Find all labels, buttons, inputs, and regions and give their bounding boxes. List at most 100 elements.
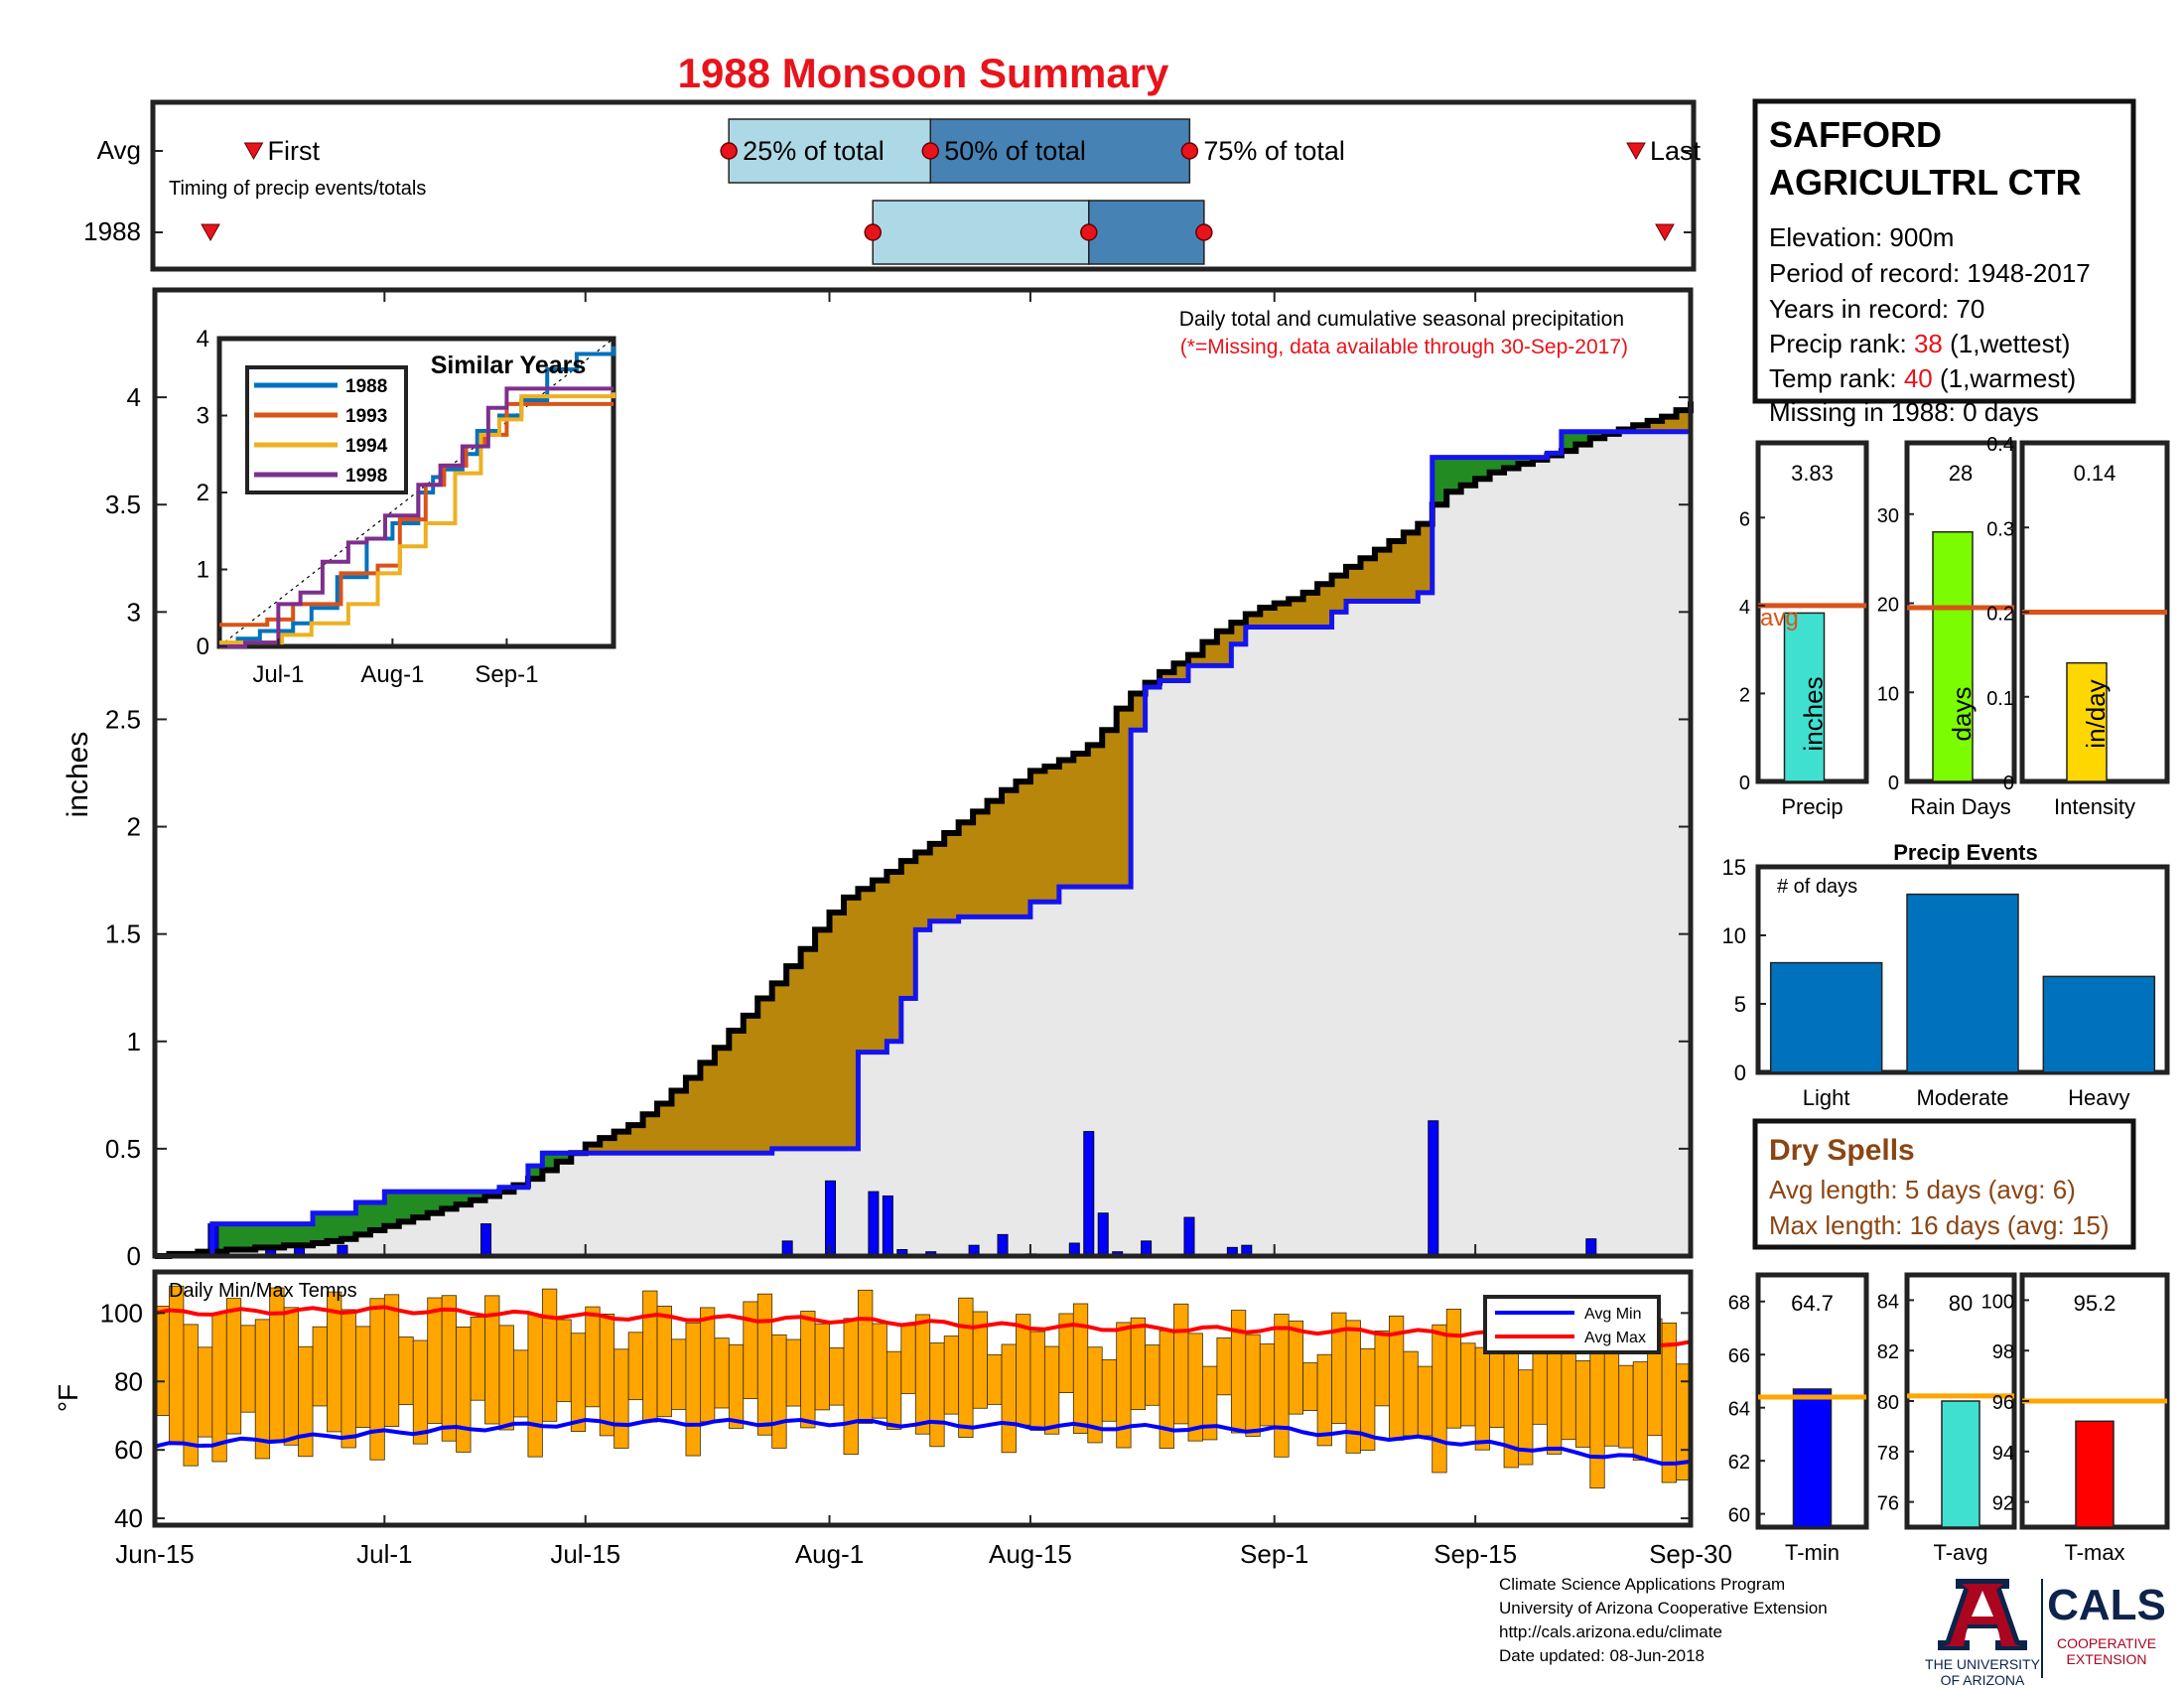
- inset-legend-label: 1993: [345, 406, 387, 427]
- temps-label: Daily Min/Max Temps: [169, 1280, 357, 1302]
- base-fill: [456, 1204, 472, 1256]
- daily-temp-bar: [1474, 1346, 1490, 1451]
- summary-y-tick-label: 0.3: [1986, 518, 2014, 540]
- base-fill: [929, 920, 945, 1256]
- station-temp-rank: Temp rank: 40 (1,warmest): [1769, 363, 2076, 393]
- base-fill: [1202, 665, 1218, 1256]
- base-fill: [240, 1249, 256, 1256]
- diff-fill: [757, 998, 773, 1154]
- summary-y-tick-label: 0.4: [1986, 434, 2014, 456]
- cals-logo-sub-2: EXTENSION: [2067, 1651, 2147, 1667]
- base-fill: [714, 1153, 730, 1256]
- daily-temp-bar: [470, 1317, 485, 1401]
- dry-spells-title: Dry Spells: [1769, 1134, 1915, 1167]
- timing-panel: Avg 1988 Timing of precip events/totals 25%…: [83, 99, 1702, 272]
- x-tick-label: Aug-15: [989, 1539, 1072, 1569]
- base-fill: [944, 920, 960, 1256]
- base-fill: [1633, 431, 1649, 1256]
- events-y-label: # of days: [1777, 876, 1857, 898]
- inset-legend-label: 1994: [345, 436, 388, 457]
- diff-fill: [1187, 654, 1204, 666]
- y-tick-label: 3.5: [105, 490, 141, 519]
- daily-temp-bar: [1432, 1324, 1447, 1474]
- diff-fill: [1116, 708, 1132, 888]
- year-pct-marker-2: [1080, 223, 1098, 241]
- base-fill: [987, 916, 1003, 1256]
- daily-temp-bar: [771, 1334, 787, 1449]
- base-fill: [1475, 479, 1491, 1257]
- temp-y-tick-label: 92: [1992, 1493, 2014, 1515]
- daily-precip-bar: [1183, 1216, 1195, 1257]
- diff-fill: [600, 1138, 615, 1154]
- inset-y-tick-label: 3: [197, 403, 209, 430]
- diff-fill: [269, 1223, 285, 1248]
- daily-temp-bar: [1043, 1345, 1060, 1435]
- base-fill: [1274, 627, 1290, 1256]
- station-precip-rank: Precip rank: 38 (1,wettest): [1769, 329, 2070, 358]
- x-tick-label: Sep-15: [1433, 1539, 1517, 1569]
- base-fill: [1116, 887, 1132, 1256]
- base-fill: [685, 1153, 702, 1256]
- base-fill: [800, 1148, 816, 1256]
- base-fill: [255, 1247, 271, 1256]
- base-fill: [413, 1217, 429, 1256]
- diff-fill: [1662, 416, 1678, 432]
- events-y-tick-label: 5: [1734, 992, 1746, 1017]
- diff-fill: [929, 843, 945, 921]
- daily-temp-bar: [1259, 1343, 1276, 1427]
- base-fill: [369, 1230, 385, 1256]
- event-bar-light: [1769, 961, 1883, 1073]
- daily-temp-bar: [1001, 1343, 1017, 1454]
- diff-fill: [413, 1192, 429, 1218]
- diff-fill: [815, 929, 831, 1149]
- base-fill: [1145, 687, 1160, 1256]
- base-fill: [1561, 451, 1576, 1257]
- base-fill: [1676, 431, 1692, 1256]
- daily-precip-bar: [1428, 1120, 1439, 1257]
- diff-fill: [786, 966, 802, 1149]
- temp-y-tick-label: 62: [1728, 1452, 1750, 1474]
- diff-fill: [1058, 760, 1074, 888]
- avg-box-50-75: [929, 118, 1191, 184]
- temp-y-tick-label: 78: [1877, 1443, 1899, 1465]
- diff-fill: [384, 1192, 400, 1226]
- daily-temp-bar: [1130, 1317, 1146, 1410]
- daily-temp-bar: [585, 1306, 601, 1408]
- base-fill: [1260, 627, 1276, 1256]
- year-pct-marker-1: [864, 223, 882, 241]
- daily-temp-bar: [1532, 1342, 1548, 1425]
- summary-y-tick-label: 10: [1877, 683, 1899, 705]
- diff-fill: [527, 1166, 543, 1180]
- avg-max-line: [154, 1305, 1692, 1347]
- diff-fill: [1589, 431, 1605, 439]
- diff-fill: [1647, 420, 1663, 432]
- dry-spells-avg-length: Avg length: 5 days (avg: 6): [1769, 1175, 2076, 1204]
- diff-fill: [398, 1192, 414, 1222]
- daily-precip-bar: [882, 1195, 893, 1257]
- diff-fill: [1446, 457, 1462, 492]
- daily-temp-bar: [298, 1345, 314, 1458]
- base-fill: [1504, 468, 1520, 1256]
- summary-value: 28: [1949, 461, 1973, 486]
- base-fill: [1618, 431, 1634, 1256]
- temp-y-tick-label: 84: [1877, 1291, 1899, 1313]
- diff-fill: [1044, 767, 1060, 903]
- diff-fill: [284, 1223, 300, 1246]
- base-fill: [1187, 665, 1204, 1256]
- inset-title: Similar Years: [431, 352, 587, 379]
- daily-temp-bar: [456, 1327, 472, 1453]
- cals-logo-text: CALS: [2047, 1581, 2166, 1629]
- daily-temp-bar: [1574, 1360, 1591, 1448]
- daily-temp-bar: [570, 1333, 587, 1432]
- base-fill: [1532, 459, 1549, 1256]
- daily-temp-bar: [843, 1318, 859, 1456]
- rank-part: (1,warmest): [1933, 363, 2076, 393]
- diff-fill: [1160, 671, 1175, 681]
- diff-fill: [1633, 425, 1649, 432]
- base-fill: [1518, 464, 1534, 1256]
- diff-fill: [1073, 754, 1089, 888]
- y-tick-label: 0.5: [105, 1134, 141, 1164]
- x-tick-label: Jul-15: [550, 1539, 620, 1569]
- last-label: Last: [1650, 136, 1702, 166]
- base-fill: [1331, 612, 1347, 1256]
